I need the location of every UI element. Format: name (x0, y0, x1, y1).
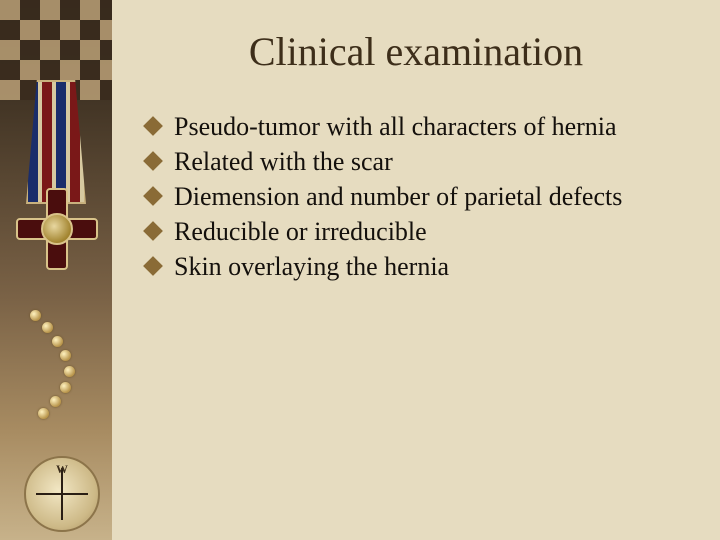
decorative-sidebar: W (0, 0, 112, 540)
list-item: Reducible or irreducible (146, 214, 690, 249)
bullet-diamond-icon (143, 151, 163, 171)
list-item: Pseudo-tumor with all characters of hern… (146, 109, 690, 144)
list-item: Related with the scar (146, 144, 690, 179)
list-item-text: Pseudo-tumor with all characters of hern… (174, 112, 617, 141)
bullet-diamond-icon (143, 256, 163, 276)
slide-title: Clinical examination (142, 28, 690, 75)
slide: W Clinical examination Pseudo-tumor with… (0, 0, 720, 540)
list-item: Diemension and number of parietal defect… (146, 179, 690, 214)
bullet-diamond-icon (143, 221, 163, 241)
content-area: Clinical examination Pseudo-tumor with a… (112, 0, 720, 540)
bullet-list: Pseudo-tumor with all characters of hern… (142, 109, 690, 284)
beads-icon (24, 310, 94, 430)
list-item-text: Reducible or irreducible (174, 217, 427, 246)
sidebar-background: W (0, 0, 112, 540)
bullet-diamond-icon (143, 116, 163, 136)
list-item-text: Related with the scar (174, 147, 393, 176)
list-item-text: Skin overlaying the hernia (174, 252, 449, 281)
bullet-diamond-icon (143, 186, 163, 206)
list-item: Skin overlaying the hernia (146, 249, 690, 284)
maltese-cross-icon (16, 188, 98, 270)
compass-icon: W (24, 456, 100, 532)
list-item-text: Diemension and number of parietal defect… (174, 182, 622, 211)
